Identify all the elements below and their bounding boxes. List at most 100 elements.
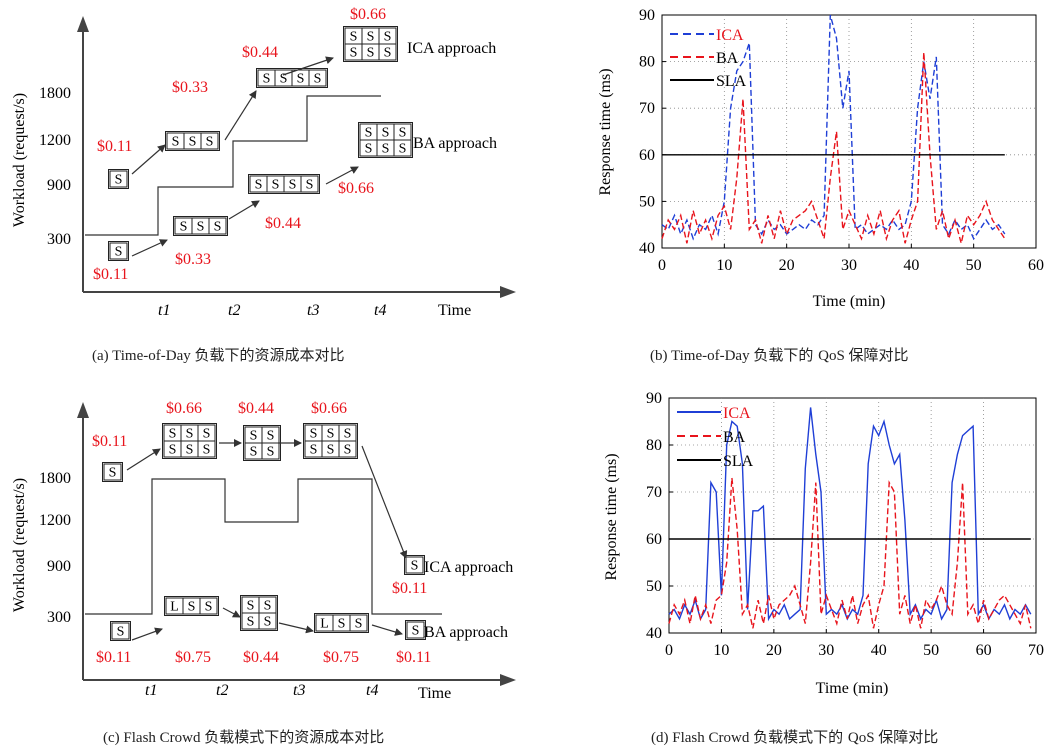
panel-c-x-arrow — [500, 674, 516, 686]
instance-box — [199, 597, 218, 615]
instance-letter: S — [367, 46, 375, 61]
panel-a-ica-price-3: $0.44 — [242, 44, 278, 61]
instance-letter: S — [247, 599, 255, 614]
panel-c-ba-price-2: $0.75 — [175, 649, 211, 666]
instance-letter: S — [109, 466, 117, 481]
instance-box — [300, 175, 319, 193]
instance-letter: S — [186, 443, 194, 458]
b-ytick-label: 90 — [639, 7, 655, 24]
instance-letter: S — [255, 178, 263, 193]
instance-box — [103, 463, 122, 481]
panel-c-workload-step — [85, 478, 442, 615]
panel-c-xtick-t1: t1 — [145, 682, 157, 699]
panel-c-ba-box-1-frame — [110, 621, 131, 641]
panel-a-ba-label: BA approach — [413, 135, 497, 152]
panel-d-series — [668, 407, 1032, 629]
panel-c-ica-price-1: $0.11 — [92, 433, 127, 450]
panel-c-ica-price-2: $0.66 — [166, 400, 202, 417]
panel-a-ba-box-4-frame — [358, 122, 413, 158]
b-xtick-label: 50 — [966, 257, 982, 274]
caption-c: (c) Flash Crowd 负载模式下的资源成本对比 — [103, 728, 384, 746]
panel-b-grid — [662, 15, 1036, 248]
panel-a-ica-box-4: S S SS S S — [343, 26, 398, 62]
panel-a-ica-price-2: $0.33 — [172, 79, 208, 96]
instance-letter: S — [250, 445, 258, 460]
panel-c-y-label: Workload (request/s) — [11, 478, 28, 612]
instance-letter: S — [297, 72, 305, 87]
panel-a-xtick-t4: t4 — [374, 302, 386, 319]
panel-a-xtick-t3: t3 — [307, 302, 319, 319]
d-xtick-label: 70 — [1028, 642, 1044, 659]
instance-box — [200, 132, 219, 150]
instance-letter: L — [170, 600, 179, 615]
panel-d-legend-ba: BA — [723, 429, 746, 446]
instance-letter: L — [320, 617, 329, 632]
panel-d-flash-crowd-qos: 0 10 20 30 40 50 60 70 40 50 60 70 80 90 Time (min) R… — [603, 390, 1044, 697]
instance-letter: S — [264, 599, 272, 614]
instance-letter: S — [310, 427, 318, 442]
panel-c-ba-price-3: $0.44 — [243, 649, 279, 666]
b-xtick-label: 0 — [658, 257, 666, 274]
instance-letter: S — [263, 72, 271, 87]
instance-letter: S — [172, 135, 180, 150]
b-xtick-label: 40 — [903, 257, 919, 274]
instance-letter: S — [117, 625, 125, 640]
panel-b-series — [661, 14, 1006, 244]
panel-a-ica-box-1-frame — [108, 169, 129, 189]
instance-letter: S — [247, 615, 255, 630]
panel-c-ba-arrow-4 — [371, 624, 403, 636]
d-xtick-label: 0 — [665, 642, 673, 659]
panel-c-ica-price-4: $0.66 — [311, 400, 347, 417]
panel-c-y-arrow — [77, 402, 89, 418]
panel-c-ba-arrow-2 — [222, 607, 241, 618]
panel-a-ica-price-4: $0.66 — [350, 6, 386, 23]
panel-c-ba-arrow-1 — [131, 627, 163, 641]
instance-letter: S — [355, 617, 363, 632]
panel-a-y-arrow — [77, 16, 89, 32]
panel-c-xtick-t4: t4 — [366, 682, 378, 699]
panel-b-y-label: Response time (ms) — [597, 68, 614, 195]
panel-a-ica-box-4-frame — [343, 26, 398, 62]
panel-a-ytick-900: 900 — [47, 177, 71, 194]
panel-c-ba-box-4-frame — [314, 613, 369, 633]
panel-c-ica-box-2: S S SS S S — [162, 423, 217, 459]
d-ytick-label: 40 — [646, 625, 662, 642]
panel-d-y-label: Response time (ms) — [603, 453, 620, 580]
instance-letter: S — [203, 427, 211, 442]
panel-c-ica-arrow-4 — [361, 445, 408, 559]
b-xtick-label: 20 — [779, 257, 795, 274]
panel-c-xtick-t3: t3 — [293, 682, 305, 699]
panel-c-ica-arrow-1 — [126, 448, 161, 471]
panel-a-ba-arrow-2 — [228, 200, 260, 220]
b-xtick-label: 10 — [716, 257, 732, 274]
panel-c-ica-box-5-frame — [404, 555, 425, 575]
instance-letter: S — [115, 173, 123, 188]
b-xtick-label: 60 — [1028, 257, 1044, 274]
panel-a-ba-box-1: S — [108, 241, 129, 261]
panel-c-ba-instances: SL S S S SS S L S S S — [110, 595, 426, 641]
instance-letter: S — [367, 30, 375, 45]
panel-c-ba-price-4: $0.75 — [323, 649, 359, 666]
panel-d-legend-sla: SLA — [723, 453, 754, 470]
panel-a-ba-box-3-frame — [248, 174, 320, 194]
instance-letter: S — [169, 443, 177, 458]
panel-d-legend: ICA BA SLA — [677, 405, 754, 470]
panel-b-x-label: Time (min) — [813, 293, 886, 310]
instance-letter: S — [272, 178, 280, 193]
panel-a-ica-box-3-frame — [256, 68, 328, 88]
b-ytick-label: 70 — [639, 100, 655, 117]
panel-a-ba-price-4: $0.66 — [338, 180, 374, 197]
instance-letter: S — [327, 443, 335, 458]
panel-a-ba-price-2: $0.33 — [175, 251, 211, 268]
d-xtick-label: 40 — [871, 642, 887, 659]
instance-box — [208, 217, 227, 235]
instance-letter: S — [267, 445, 275, 460]
instance-letter: S — [365, 126, 373, 141]
panel-c-ica-label: ICA approach — [424, 559, 513, 576]
panel-c-ba-price-5: $0.11 — [396, 649, 431, 666]
